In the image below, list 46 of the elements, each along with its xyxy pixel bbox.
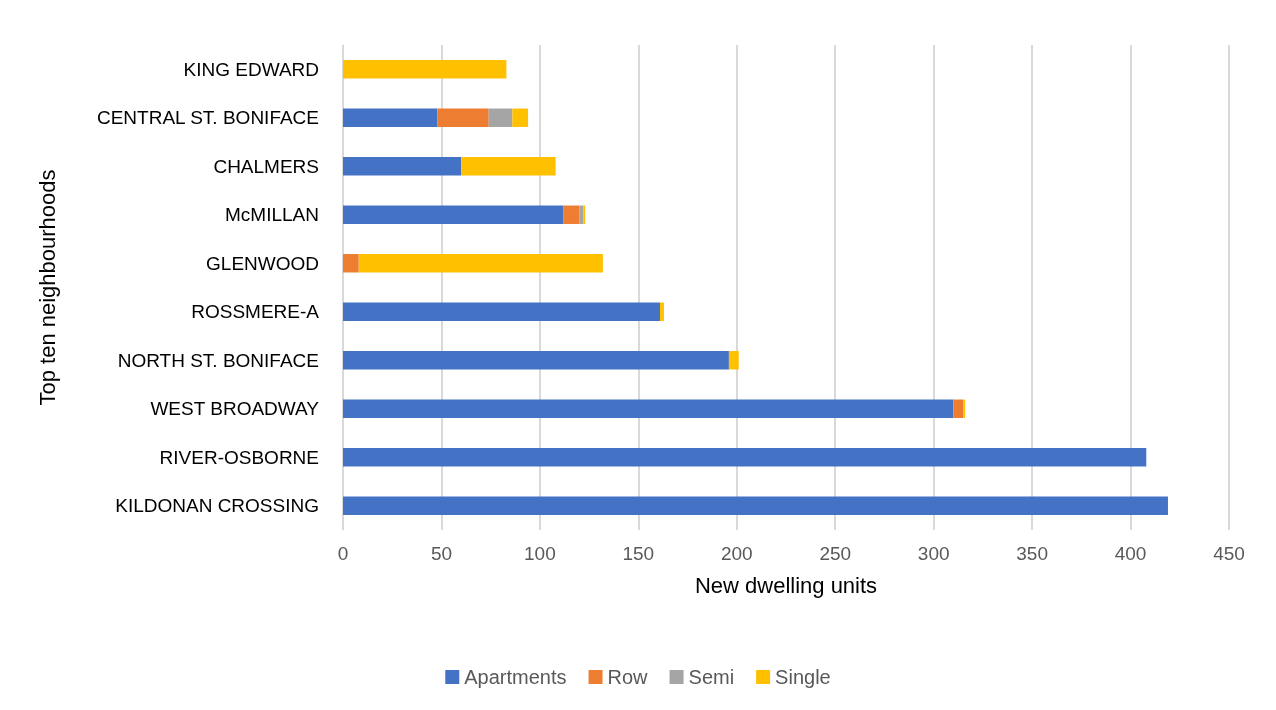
bar <box>343 60 507 79</box>
x-axis-title: New dwelling units <box>694 572 878 598</box>
x-tick-label: 150 <box>622 543 655 564</box>
x-tick-label: 450 <box>1213 543 1245 564</box>
y-tick-label: GLENWOOD <box>206 252 319 274</box>
x-tick-label: 250 <box>819 543 852 564</box>
x-tick-label: 300 <box>917 543 950 564</box>
bar <box>437 108 489 127</box>
x-tick-label: 100 <box>524 543 556 564</box>
bar <box>728 351 739 370</box>
y-tick-label: ROSSMERE-A <box>191 301 320 323</box>
y-tick-label: McMILLAN <box>225 204 319 226</box>
bar <box>343 448 1147 467</box>
bar <box>343 496 1168 515</box>
bar <box>659 302 664 321</box>
bar <box>343 399 954 418</box>
y-tick-label: RIVER-OSBORNE <box>159 446 319 468</box>
bar <box>953 399 964 418</box>
bar <box>488 108 513 127</box>
legend-label: Apartments <box>464 666 567 688</box>
x-tick-label: 50 <box>430 543 453 564</box>
y-tick-label: KILDONAN CROSSING <box>115 495 319 517</box>
bar <box>343 157 462 176</box>
x-tick-label: 200 <box>720 543 753 564</box>
bar <box>343 254 359 273</box>
x-tick-label: 350 <box>1016 543 1048 564</box>
bar <box>343 108 438 127</box>
legend-label: Row <box>607 666 649 688</box>
bar <box>563 205 580 224</box>
y-tick-label: NORTH ST. BONIFACE <box>117 349 319 371</box>
y-tick-label: WEST BROADWAY <box>150 398 320 420</box>
y-tick-label: CHALMERS <box>213 155 319 177</box>
bar <box>343 302 660 321</box>
legend-label: Single <box>775 666 831 688</box>
x-tick-label: 0 <box>337 543 349 564</box>
y-tick-label: KING EDWARD <box>183 58 319 80</box>
legend-label: Semi <box>688 666 735 688</box>
bar <box>512 108 529 127</box>
y-axis-title: Top ten neighbourhoods <box>34 169 60 406</box>
bar <box>358 254 603 273</box>
y-tick-label: CENTRAL ST. BONIFACE <box>96 107 319 129</box>
bar <box>579 205 584 224</box>
bar <box>343 351 729 370</box>
bar <box>461 157 556 176</box>
bar <box>343 205 564 224</box>
x-tick-label: 400 <box>1114 543 1147 564</box>
